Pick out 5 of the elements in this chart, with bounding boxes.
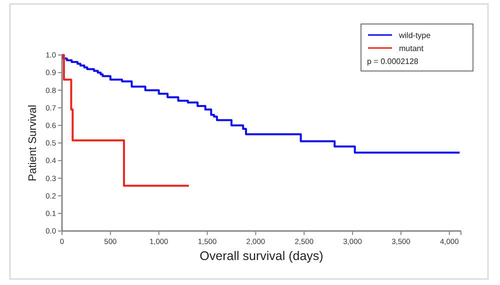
x-axis-title: Overall survival (days)	[200, 249, 324, 263]
y-axis-title: Patient Survival	[27, 104, 39, 182]
legend-label: mutant	[399, 44, 424, 53]
annotation: p = 0.0002128	[367, 56, 419, 66]
legend-label: wild-type	[398, 30, 432, 40]
